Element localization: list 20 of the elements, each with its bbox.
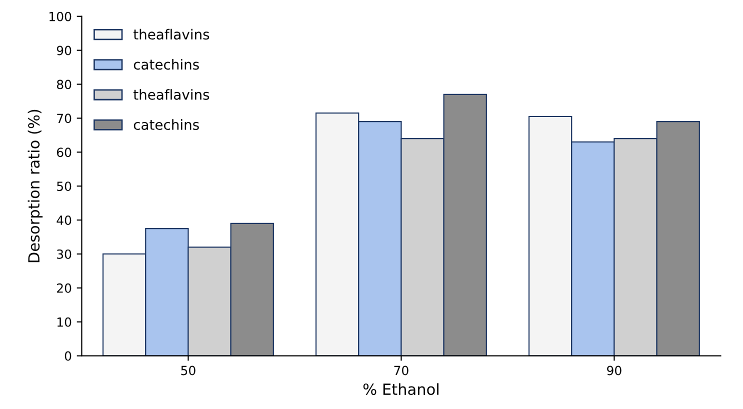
x-tick-label: 50	[181, 366, 196, 376]
y-tick-label: 90	[56, 46, 72, 56]
y-tick-label: 70	[57, 114, 72, 124]
y-tick-label: 30	[57, 249, 72, 259]
x-tick-label: 90	[607, 366, 622, 376]
y-tick-label: 60	[56, 148, 72, 158]
legend-label: theaflavins	[133, 89, 210, 100]
x-tick-label: 70	[394, 366, 408, 376]
y-tick-label: 20	[57, 283, 72, 293]
legend-label: catechins	[134, 119, 199, 130]
y-tick-label: 100	[50, 12, 72, 22]
y-tick-label: 50	[57, 182, 72, 192]
x-axis-title: % Ethanol	[363, 383, 438, 396]
y-axis-title: Desorption ratio (%)	[28, 110, 43, 262]
y-tick-label: 80	[56, 80, 72, 90]
y-tick-label: 40	[56, 216, 72, 225]
y-tick-label: 10	[57, 317, 72, 327]
legend-label: catechins	[134, 58, 199, 70]
legend-label: theaflavins	[133, 28, 210, 40]
y-tick-label: 0	[64, 351, 72, 361]
